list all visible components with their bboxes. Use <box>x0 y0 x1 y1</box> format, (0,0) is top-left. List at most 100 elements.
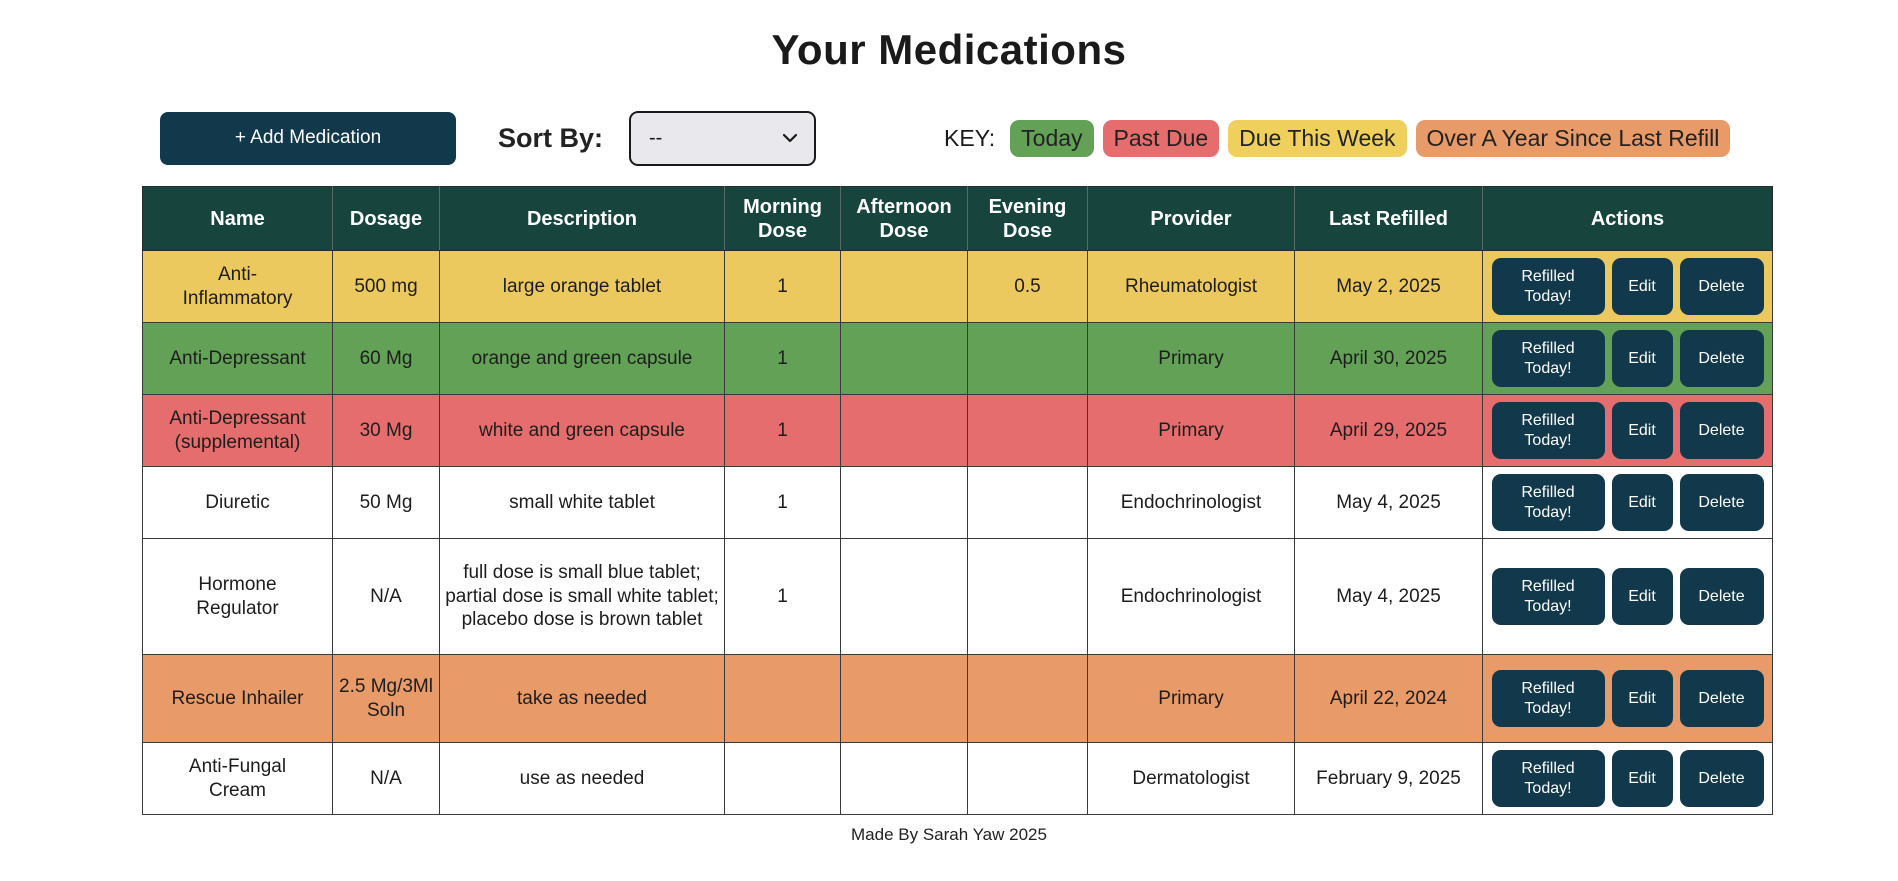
row-actions: Refilled Today! Edit Delete <box>1485 568 1770 625</box>
cell-provider: Primary <box>1087 394 1295 467</box>
page-title: Your Medications <box>771 26 1127 73</box>
refilled-today-button[interactable]: Refilled Today! <box>1491 670 1605 727</box>
cell-dosage: 2.5 Mg/3Ml Soln <box>332 654 440 743</box>
cell-evening-dose: 0.5 <box>967 250 1088 323</box>
cell-name: Rescue Inhailer <box>142 654 333 743</box>
key-badge-past-due: Past Due <box>1102 119 1220 157</box>
cell-afternoon-dose <box>840 742 968 815</box>
cell-afternoon-dose <box>840 250 968 323</box>
column-header-afternoon-dose: Afternoon Dose <box>840 186 968 251</box>
refilled-today-button[interactable]: Refilled Today! <box>1491 330 1605 387</box>
refilled-today-button[interactable]: Refilled Today! <box>1491 474 1605 531</box>
column-header-description: Description <box>439 186 725 251</box>
cell-name: Diuretic <box>142 466 333 539</box>
cell-last-refilled: April 22, 2024 <box>1294 654 1483 743</box>
refilled-today-button[interactable]: Refilled Today! <box>1491 750 1605 807</box>
edit-button[interactable]: Edit <box>1611 474 1673 531</box>
table-row: Anti-Fungal Cream N/A use as needed Derm… <box>142 742 1773 815</box>
table-row: Anti-Depressant 60 Mg orange and green c… <box>142 322 1773 395</box>
cell-dosage: N/A <box>332 538 440 655</box>
edit-button[interactable]: Edit <box>1611 258 1673 315</box>
cell-name: Hormone Regulator <box>142 538 333 655</box>
edit-button[interactable]: Edit <box>1611 568 1673 625</box>
refilled-today-button[interactable]: Refilled Today! <box>1491 258 1605 315</box>
cell-description: large orange tablet <box>439 250 725 323</box>
cell-dosage: 500 mg <box>332 250 440 323</box>
refilled-today-button[interactable]: Refilled Today! <box>1491 402 1605 459</box>
cell-description: orange and green capsule <box>439 322 725 395</box>
key-label: KEY: <box>944 124 996 151</box>
key-badge-today: Today <box>1010 119 1094 157</box>
cell-provider: Endochrinologist <box>1087 538 1295 655</box>
table-header-row: Name Dosage Description Morning Dose Aft… <box>142 186 1773 251</box>
delete-button[interactable]: Delete <box>1679 402 1764 459</box>
cell-morning-dose: 1 <box>724 322 841 395</box>
refilled-today-button[interactable]: Refilled Today! <box>1491 568 1605 625</box>
column-header-provider: Provider <box>1087 186 1295 251</box>
delete-button[interactable]: Delete <box>1679 474 1764 531</box>
table-row: Rescue Inhailer 2.5 Mg/3Ml Soln take as … <box>142 654 1773 743</box>
sort-by-select[interactable]: -- <box>629 110 817 166</box>
row-actions: Refilled Today! Edit Delete <box>1485 258 1770 315</box>
edit-button[interactable]: Edit <box>1611 670 1673 727</box>
cell-description: white and green capsule <box>439 394 725 467</box>
cell-last-refilled: April 29, 2025 <box>1294 394 1483 467</box>
cell-provider: Endochrinologist <box>1087 466 1295 539</box>
chevron-down-icon <box>782 133 798 143</box>
cell-actions: Refilled Today! Edit Delete <box>1482 322 1773 395</box>
cell-dosage: 30 Mg <box>332 394 440 467</box>
row-actions: Refilled Today! Edit Delete <box>1485 330 1770 387</box>
column-header-dosage: Dosage <box>332 186 440 251</box>
cell-actions: Refilled Today! Edit Delete <box>1482 394 1773 467</box>
cell-description: full dose is small blue tablet; partial … <box>439 538 725 655</box>
cell-provider: Dermatologist <box>1087 742 1295 815</box>
cell-last-refilled: May 4, 2025 <box>1294 538 1483 655</box>
cell-name: Anti-Depressant <box>142 322 333 395</box>
cell-morning-dose: 1 <box>724 466 841 539</box>
cell-actions: Refilled Today! Edit Delete <box>1482 466 1773 539</box>
delete-button[interactable]: Delete <box>1679 330 1764 387</box>
delete-button[interactable]: Delete <box>1679 258 1764 315</box>
cell-last-refilled: April 30, 2025 <box>1294 322 1483 395</box>
edit-button[interactable]: Edit <box>1611 402 1673 459</box>
table-row: Anti-Inflammatory 500 mg large orange ta… <box>142 250 1773 323</box>
cell-evening-dose <box>967 538 1088 655</box>
cell-actions: Refilled Today! Edit Delete <box>1482 742 1773 815</box>
cell-evening-dose <box>967 322 1088 395</box>
cell-afternoon-dose <box>840 322 968 395</box>
cell-actions: Refilled Today! Edit Delete <box>1482 250 1773 323</box>
legend-key: KEY: Today Past Due Due This Week Over A… <box>944 119 1731 157</box>
cell-description: use as needed <box>439 742 725 815</box>
key-badge-over-a-year: Over A Year Since Last Refill <box>1415 119 1731 157</box>
row-actions: Refilled Today! Edit Delete <box>1485 670 1770 727</box>
cell-afternoon-dose <box>840 538 968 655</box>
cell-dosage: 50 Mg <box>332 466 440 539</box>
delete-button[interactable]: Delete <box>1679 670 1764 727</box>
cell-dosage: 60 Mg <box>332 322 440 395</box>
key-badge-due-this-week: Due This Week <box>1228 119 1407 157</box>
edit-button[interactable]: Edit <box>1611 750 1673 807</box>
cell-evening-dose <box>967 394 1088 467</box>
add-medication-button[interactable]: + Add Medication <box>160 111 456 165</box>
cell-evening-dose <box>967 466 1088 539</box>
delete-button[interactable]: Delete <box>1679 750 1764 807</box>
row-actions: Refilled Today! Edit Delete <box>1485 750 1770 807</box>
edit-button[interactable]: Edit <box>1611 330 1673 387</box>
column-header-name: Name <box>142 186 333 251</box>
sort-by-label: Sort By: <box>498 122 604 153</box>
column-header-actions: Actions <box>1482 186 1773 251</box>
footer-credit: Made By Sarah Yaw 2025 <box>851 825 1047 844</box>
cell-afternoon-dose <box>840 466 968 539</box>
column-header-morning-dose: Morning Dose <box>724 186 841 251</box>
row-actions: Refilled Today! Edit Delete <box>1485 402 1770 459</box>
column-header-last-refilled: Last Refilled <box>1294 186 1483 251</box>
cell-actions: Refilled Today! Edit Delete <box>1482 538 1773 655</box>
cell-provider: Primary <box>1087 322 1295 395</box>
cell-last-refilled: May 2, 2025 <box>1294 250 1483 323</box>
delete-button[interactable]: Delete <box>1679 568 1764 625</box>
sort-selected-value: -- <box>649 126 663 149</box>
cell-provider: Primary <box>1087 654 1295 743</box>
cell-name: Anti-Fungal Cream <box>142 742 333 815</box>
row-actions: Refilled Today! Edit Delete <box>1485 474 1770 531</box>
